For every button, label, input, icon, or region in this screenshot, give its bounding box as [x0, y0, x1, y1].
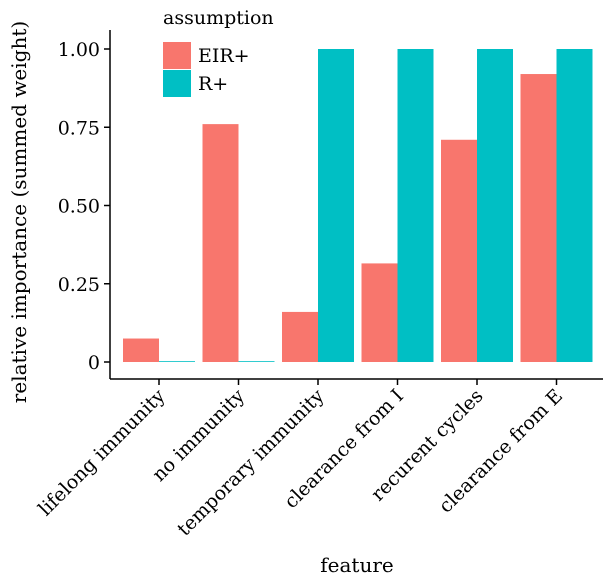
- bar-eir-temporary-immunity: [282, 311, 318, 362]
- bar-r-clearance-from-i: [397, 49, 434, 362]
- bar-r-clearance-from-e: [556, 49, 593, 362]
- x-tick-label: lifelong immunity: [34, 385, 170, 521]
- bars-layer: [123, 49, 593, 363]
- legend-label-r: R+: [198, 73, 228, 95]
- y-tick-label: 0.75: [58, 117, 100, 139]
- x-tick-label: temporary immunity: [173, 385, 329, 541]
- y-axis-title: relative importance (summed weight): [7, 21, 31, 403]
- bar-eir-lifelong-immunity: [123, 338, 159, 362]
- bar-r-lifelong-immunity: [159, 361, 195, 362]
- bar-eir-no-immunity: [202, 124, 239, 363]
- y-tick-label: 1.00: [58, 39, 100, 61]
- bar-eir-clearance-from-i: [361, 263, 398, 362]
- y-tick-label: 0: [88, 352, 100, 374]
- y-tick-label: 0.25: [58, 274, 100, 296]
- legend-title: assumption: [163, 7, 274, 29]
- bar-eir-clearance-from-e: [520, 74, 557, 362]
- y-tick-label: 0.50: [58, 196, 100, 218]
- bar-r-recurent-cycles: [477, 49, 513, 362]
- legend-key-r: [163, 70, 191, 97]
- legend-label-eir: EIR+: [198, 45, 250, 67]
- legend: assumption EIR+ R+: [163, 7, 274, 97]
- bar-r-no-immunity: [238, 361, 275, 362]
- legend-key-eir: [163, 42, 191, 69]
- bar-eir-recurent-cycles: [441, 139, 477, 362]
- x-axis-title: feature: [320, 553, 393, 575]
- bar-r-temporary-immunity: [318, 49, 354, 362]
